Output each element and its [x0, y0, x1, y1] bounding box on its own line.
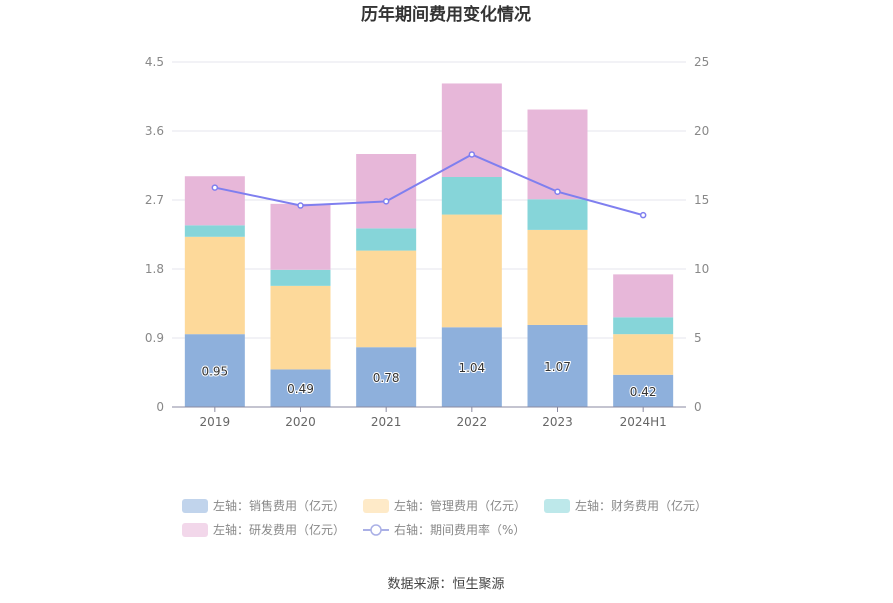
x-tick-label: 2022 [457, 415, 488, 429]
sales-expense-bar [441, 327, 502, 407]
left-tick-label: 2.7 [145, 193, 164, 207]
sales-expense-bar [527, 324, 588, 407]
admin-expense-bar [613, 334, 674, 375]
right-tick-label: 20 [694, 124, 709, 138]
right-axis: 0 5 10 15 20 25 [694, 55, 709, 414]
left-tick-label: 1.8 [145, 262, 164, 276]
rate-line [214, 153, 644, 217]
x-tick-label: 2024H1 [620, 415, 667, 429]
bar-value-label: 0.42 [630, 385, 657, 399]
left-tick-label: 4.5 [145, 55, 164, 69]
bar-value-label: 0.78 [373, 371, 400, 385]
finance-expense-bar [184, 225, 245, 237]
x-axis: 2019 2020 2021 2022 2023 2024H1 [172, 406, 686, 429]
left-tick-label: 0 [156, 400, 164, 414]
rd-expense-bar [184, 176, 245, 226]
sales-expense-bar [184, 334, 245, 407]
rd-expense-bar [270, 203, 331, 270]
legend-rd: 左轴：研发费用（亿元） [213, 522, 345, 537]
sales-expense-bar [270, 369, 331, 407]
rate-point [468, 151, 476, 158]
grid [172, 61, 686, 339]
rate-point [639, 211, 647, 219]
rd-expense-bar [356, 154, 417, 229]
finance-expense-bar [270, 269, 331, 286]
legend-rate: 右轴：期间费用率（%） [394, 522, 525, 537]
right-tick-label: 10 [694, 262, 709, 276]
finance-expense-bar [527, 199, 588, 230]
rate-point [554, 188, 561, 195]
bar-value-label: 0.95 [201, 365, 228, 379]
left-tick-label: 0.9 [145, 331, 164, 345]
rd-expense-bar [613, 274, 674, 318]
legend-sales: 左轴：销售费用（亿元） [213, 498, 345, 513]
legend-finance: 左轴：财务费用（亿元） [575, 498, 707, 513]
left-axis: 0 0.9 1.8 2.7 3.6 4.5 [145, 55, 164, 414]
legend-circle-marker [370, 524, 382, 536]
x-tick-label: 2021 [371, 415, 402, 429]
finance-expense-bar [441, 177, 502, 215]
admin-expense-bar [527, 229, 588, 325]
bar-value-label: 1.04 [458, 361, 485, 375]
right-tick-label: 5 [694, 331, 702, 345]
legend-swatch [182, 523, 208, 537]
rate-point [297, 202, 304, 209]
legend: 左轴：销售费用（亿元） 左轴：管理费用（亿元） 左轴：财务费用（亿元） 左轴：研发费用… [182, 498, 707, 537]
finance-expense-bar [356, 228, 417, 251]
legend-swatch [182, 499, 208, 513]
x-tick-label: 2019 [200, 415, 231, 429]
sales-expense-bar [613, 374, 674, 407]
bar-series [184, 83, 674, 407]
admin-expense-bar [184, 236, 245, 335]
rd-expense-bar [527, 109, 588, 200]
admin-expense-bar [270, 285, 331, 370]
rd-expense-bar [441, 83, 502, 177]
source-note: 数据来源：恒生聚源 [387, 577, 504, 592]
right-tick-label: 15 [694, 193, 709, 207]
right-tick-label: 25 [694, 55, 709, 69]
admin-expense-bar [356, 250, 417, 348]
chart-title: 历年期间费用变化情况 [361, 4, 531, 25]
admin-expense-bar [441, 214, 502, 328]
bar-labels: 0.95 0.49 0.78 1.04 1.07 0.42 [200, 359, 657, 400]
bar-value-label: 0.49 [287, 382, 314, 396]
x-tick-label: 2020 [285, 415, 316, 429]
rate-point [211, 184, 219, 191]
finance-expense-bar [613, 317, 674, 335]
right-tick-label: 0 [694, 400, 702, 414]
bar-value-label: 1.07 [544, 360, 571, 374]
rate-line-series [211, 151, 647, 219]
legend-admin: 左轴：管理费用（亿元） [394, 498, 526, 513]
rate-point [382, 198, 390, 205]
legend-swatch [363, 499, 389, 513]
left-tick-label: 3.6 [145, 124, 164, 138]
legend-swatch [544, 499, 570, 513]
x-tick-label: 2023 [542, 415, 573, 429]
sales-expense-bar [356, 347, 417, 407]
